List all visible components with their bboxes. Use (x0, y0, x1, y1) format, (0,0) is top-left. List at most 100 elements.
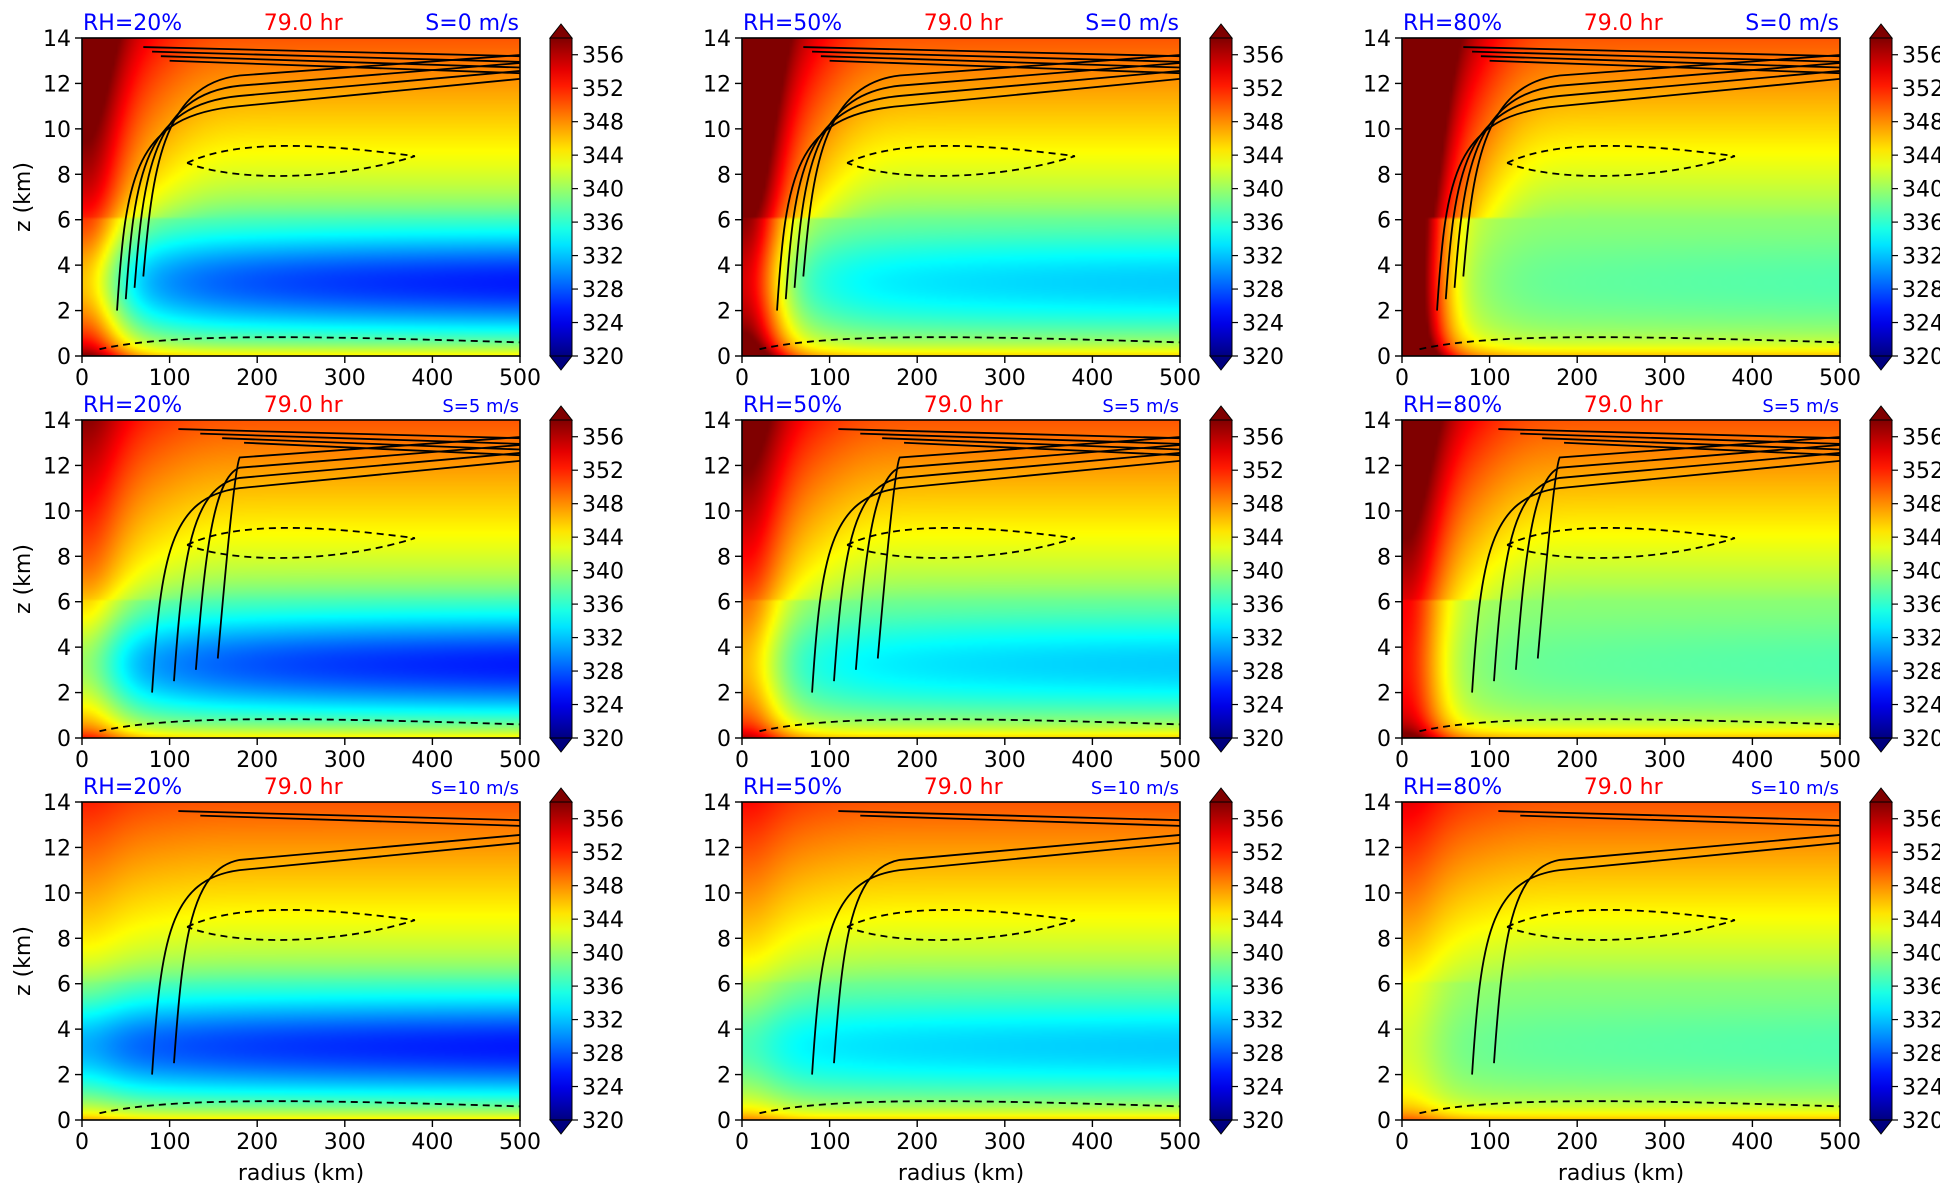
colorbar-tick-label: 324 (1242, 694, 1284, 719)
x-tick-label: 200 (1556, 748, 1598, 773)
shear-label: S=0 m/s (1745, 11, 1839, 36)
contour-solid (1436, 46, 1841, 311)
contour-solid (1536, 436, 1841, 659)
contour-solid (811, 428, 1181, 693)
colorbar-tick-label: 340 (582, 178, 624, 203)
y-tick-label: 6 (717, 973, 731, 998)
contour-dashed (846, 144, 1076, 177)
x-tick-label: 300 (984, 1130, 1026, 1155)
contour-solid (833, 814, 1181, 1064)
x-tick-label: 100 (1469, 1130, 1511, 1155)
colorbar-tick-label: 344 (582, 526, 624, 551)
colorbar: 356 352 348 344 340 336 332 328 324 320 (1208, 23, 1284, 371)
y-tick-label: 10 (703, 882, 731, 907)
colorbar-tick-label: 324 (1902, 1076, 1940, 1101)
y-tick-label: 12 (1363, 72, 1391, 97)
colorbar-tick-label: 328 (1242, 660, 1284, 685)
y-tick-label: 12 (43, 454, 71, 479)
contour-lines (759, 810, 1181, 1115)
colorbar-tick-label: 352 (582, 459, 624, 484)
y-tick-label: 10 (43, 882, 71, 907)
colorbar-min-extend (1208, 1119, 1234, 1135)
colorbar-tick-label: 332 (1242, 245, 1284, 270)
rh-label: RH=50% (743, 11, 842, 36)
plot-frame (1401, 801, 1841, 1121)
y-tick-label: 14 (43, 409, 71, 434)
x-tick-label: 500 (1159, 748, 1201, 773)
contour-solid (133, 55, 521, 288)
shear-label: S=10 m/s (1091, 778, 1179, 799)
time-label: 79.0 hr (924, 11, 1004, 36)
colorbar-tick-label: 348 (1902, 111, 1940, 136)
colorbar-tick-label: 336 (1242, 211, 1284, 236)
y-tick-label: 8 (717, 927, 731, 952)
colorbar-tick-label: 336 (1902, 211, 1940, 236)
y-tick-label: 8 (57, 927, 71, 952)
y-tick-label: 4 (1377, 254, 1391, 279)
x-tick-label: 100 (809, 1130, 851, 1155)
contour-solid (1471, 428, 1841, 693)
colorbar-tick-label: 356 (1902, 426, 1940, 451)
x-tick-label: 200 (1556, 1130, 1598, 1155)
colorbar-gradient (549, 37, 573, 357)
colorbar-tick-label: 348 (1242, 493, 1284, 518)
colorbar-tick-label: 336 (582, 211, 624, 236)
contour-dashed (99, 718, 521, 733)
y-tick-label: 6 (57, 591, 71, 616)
x-axis-label: radius (km) (238, 1161, 364, 1186)
y-tick-label: 10 (703, 500, 731, 525)
y-tick-label: 8 (717, 163, 731, 188)
time-label: 79.0 hr (924, 775, 1004, 800)
colorbar-tick-label: 324 (1242, 312, 1284, 337)
colorbar-tick-label: 320 (582, 345, 624, 370)
contour-solid (173, 814, 521, 1064)
rh-label: RH=80% (1403, 11, 1502, 36)
time-label: 79.0 hr (264, 11, 344, 36)
x-tick-label: 300 (1644, 1130, 1686, 1155)
colorbar-tick-label: 328 (1242, 278, 1284, 303)
x-tick-label: 500 (499, 1130, 541, 1155)
colorbar-gradient (549, 801, 573, 1121)
colorbar-gradient (549, 419, 573, 739)
y-axis-label: z (km) (11, 162, 36, 232)
colorbar-tick-label: 320 (1242, 727, 1284, 752)
colorbar-tick-label: 352 (582, 841, 624, 866)
x-tick-label: 300 (324, 366, 366, 391)
panel-rh20-s5: 0 100 200 300 400 500 0 2 4 6 8 10 12 14 z (km) RH=20% 7… (11, 393, 624, 773)
y-tick-label: 6 (1377, 973, 1391, 998)
y-tick-label: 12 (703, 454, 731, 479)
y-tick-label: 8 (1377, 163, 1391, 188)
y-tick-label: 4 (717, 254, 731, 279)
colorbar-tick-label: 332 (1902, 1009, 1940, 1034)
x-tick-label: 500 (1159, 1130, 1201, 1155)
colorbar: 356 352 348 344 340 336 332 328 324 320 (1208, 405, 1284, 753)
y-tick-label: 6 (717, 209, 731, 234)
colorbar-tick-label: 328 (1902, 1042, 1940, 1067)
y-tick-label: 10 (1363, 500, 1391, 525)
y-tick-label: 14 (1363, 409, 1391, 434)
plot-frame (741, 37, 1181, 357)
contour-solid (216, 436, 521, 659)
colorbar-tick-label: 348 (1242, 111, 1284, 136)
y-tick-label: 6 (57, 973, 71, 998)
panel-rh20-s0: 0 100 200 300 400 500 0 2 4 6 8 10 12 14 z (km) RH=20% 7… (11, 11, 624, 391)
shear-label: S=5 m/s (1102, 396, 1179, 417)
time-label: 79.0 hr (924, 393, 1004, 418)
colorbar-tick-label: 332 (1902, 627, 1940, 652)
colorbar: 356 352 348 344 340 336 332 328 324 320 (548, 23, 624, 371)
y-axis-label: z (km) (11, 544, 36, 614)
contour-lines (1419, 428, 1841, 733)
y-tick-label: 8 (1377, 545, 1391, 570)
y-tick-label: 14 (1363, 791, 1391, 816)
panel-rh80-s0: 0 100 200 300 400 500 0 2 4 6 8 10 12 14 RH=80% 79.0 hr… (1363, 11, 1940, 391)
contour-lines (759, 46, 1181, 351)
colorbar-min-extend (1868, 355, 1894, 371)
colorbar-tick-label: 336 (582, 593, 624, 618)
plot-frame (741, 801, 1181, 1121)
contour-solid (793, 55, 1181, 288)
contour-dashed (1506, 526, 1736, 559)
y-tick-label: 0 (717, 1109, 731, 1134)
x-tick-label: 300 (1644, 748, 1686, 773)
colorbar-min-extend (548, 355, 574, 371)
time-label: 79.0 hr (1584, 11, 1664, 36)
